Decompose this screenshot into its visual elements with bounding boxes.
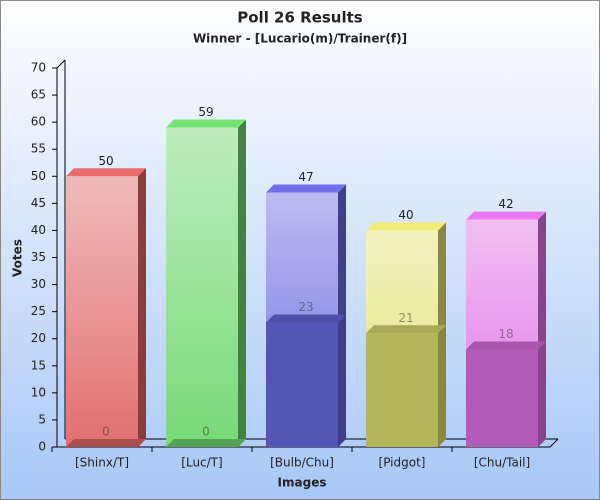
bar-face xyxy=(66,168,146,177)
bar-face xyxy=(438,325,446,447)
value-label: 50 xyxy=(98,154,113,168)
value-label: 21 xyxy=(398,311,413,325)
value-label: 47 xyxy=(298,170,313,184)
bar-face xyxy=(66,439,146,447)
y-tick-label: 50 xyxy=(31,169,46,183)
x-tick-label: [Bulb/Chu] xyxy=(270,456,334,470)
y-tick-label: 55 xyxy=(31,142,46,156)
y-axis-label: Votes xyxy=(11,239,25,277)
bar xyxy=(66,168,146,448)
bar-face xyxy=(466,211,546,220)
bar xyxy=(166,439,246,447)
x-tick-label: [Pidgot] xyxy=(379,456,426,470)
y-tick-label: 5 xyxy=(38,412,46,426)
chart-subtitle: Winner - [Lucario(m)/Trainer(f)] xyxy=(193,32,407,46)
bar-face xyxy=(166,127,238,448)
y-tick-label: 65 xyxy=(31,88,46,102)
bar xyxy=(466,341,546,447)
y-tick-label: 40 xyxy=(31,223,46,237)
value-label: 42 xyxy=(498,197,513,211)
bar-face xyxy=(166,439,246,447)
value-label: 40 xyxy=(398,208,413,222)
y-tick-label: 20 xyxy=(31,331,46,345)
bar-face xyxy=(238,119,246,448)
bar-face xyxy=(366,333,438,447)
bar-face xyxy=(266,314,346,323)
x-tick-label: [Luc/T] xyxy=(181,456,222,470)
bar xyxy=(166,119,246,448)
bar-face xyxy=(466,349,538,447)
bar-face xyxy=(66,176,138,448)
bar-face xyxy=(166,119,246,128)
bar-face xyxy=(266,322,338,447)
y-tick-label: 70 xyxy=(31,61,46,75)
y-tick-label: 0 xyxy=(38,440,46,454)
bar-face xyxy=(466,341,546,350)
bar xyxy=(266,314,346,447)
bar-face xyxy=(366,325,446,334)
y-tick-label: 10 xyxy=(31,385,46,399)
y-tick-label: 45 xyxy=(31,196,46,210)
bar-face xyxy=(338,314,346,447)
value-label: 0 xyxy=(202,425,210,439)
value-label: 18 xyxy=(498,327,513,341)
bar xyxy=(66,439,146,447)
bar-face xyxy=(266,184,346,193)
value-label: 23 xyxy=(298,300,313,314)
y-tick-label: 35 xyxy=(31,250,46,264)
value-label: 59 xyxy=(198,105,213,119)
bar-face xyxy=(538,341,546,447)
bar-face xyxy=(366,222,446,231)
value-label: 0 xyxy=(102,425,110,439)
chart-title: Poll 26 Results xyxy=(237,9,363,27)
y-tick-label: 30 xyxy=(31,277,46,291)
y-tick-label: 25 xyxy=(31,304,46,318)
bar-face xyxy=(138,168,146,448)
y-tick-label: 60 xyxy=(31,115,46,129)
bar xyxy=(366,325,446,447)
x-tick-label: [Chu/Tail] xyxy=(474,456,530,470)
x-tick-label: [Shinx/T] xyxy=(75,456,129,470)
y-tick-label: 15 xyxy=(31,358,46,372)
x-axis-label: Images xyxy=(278,476,327,490)
